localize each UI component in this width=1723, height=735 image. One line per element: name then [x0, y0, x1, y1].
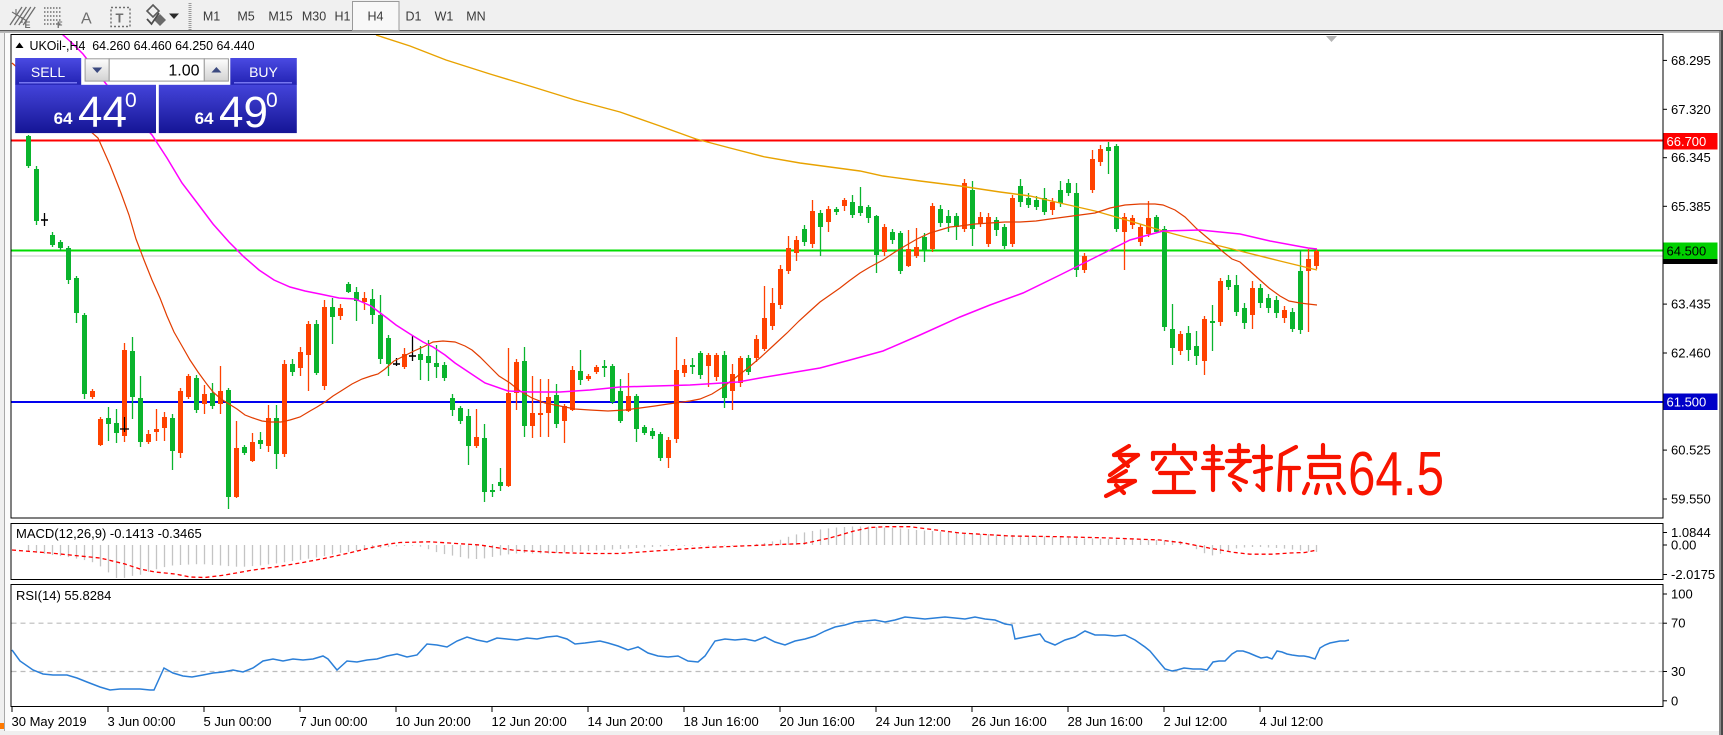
svg-text:68.295: 68.295	[1671, 53, 1711, 68]
svg-text:F: F	[57, 20, 63, 30]
svg-text:66.700: 66.700	[1667, 134, 1707, 149]
svg-text:0: 0	[266, 89, 278, 112]
svg-text:UKOil-,H4 64.260 64.460 64.25: UKOil-,H4 64.260 64.460 64.250 64.440	[30, 38, 255, 53]
svg-text:D1: D1	[406, 10, 422, 24]
svg-text:M15: M15	[268, 10, 292, 24]
svg-text:64.500: 64.500	[1667, 244, 1707, 259]
svg-text:SELL: SELL	[31, 64, 65, 80]
svg-text:10 Jun 20:00: 10 Jun 20:00	[396, 714, 471, 729]
svg-text:7 Jun 00:00: 7 Jun 00:00	[300, 714, 368, 729]
svg-text:H1: H1	[335, 10, 351, 24]
svg-text:64.5: 64.5	[1348, 440, 1444, 509]
svg-text:64: 64	[54, 109, 73, 128]
svg-text:M5: M5	[237, 10, 254, 24]
svg-text:3 Jun 00:00: 3 Jun 00:00	[108, 714, 176, 729]
svg-text:T: T	[116, 11, 124, 26]
svg-text:67.320: 67.320	[1671, 102, 1711, 117]
svg-text:60.525: 60.525	[1671, 443, 1711, 458]
svg-text:20 Jun 16:00: 20 Jun 16:00	[780, 714, 855, 729]
svg-text:MACD(12,26,9) -0.1413 -0.3465: MACD(12,26,9) -0.1413 -0.3465	[16, 526, 202, 541]
svg-text:66.345: 66.345	[1671, 150, 1711, 165]
svg-text:0: 0	[1671, 693, 1678, 708]
svg-text:BUY: BUY	[249, 64, 278, 80]
svg-text:MN: MN	[466, 10, 485, 24]
svg-text:63.435: 63.435	[1671, 297, 1711, 312]
svg-text:30 May 2019: 30 May 2019	[12, 714, 87, 729]
svg-text:2 Jul 12:00: 2 Jul 12:00	[1164, 714, 1228, 729]
svg-text:44: 44	[78, 88, 127, 137]
svg-text:1.0844: 1.0844	[1671, 525, 1711, 540]
svg-text:64: 64	[195, 109, 214, 128]
svg-text:70: 70	[1671, 616, 1685, 631]
svg-text:30: 30	[1671, 664, 1685, 679]
svg-text:100: 100	[1671, 587, 1693, 602]
svg-text:24 Jun 12:00: 24 Jun 12:00	[876, 714, 951, 729]
svg-text:1.00: 1.00	[168, 63, 199, 80]
svg-text:0: 0	[125, 89, 137, 112]
svg-text:M1: M1	[203, 10, 220, 24]
svg-text:59.550: 59.550	[1671, 492, 1711, 507]
svg-text:RSI(14) 55.8284: RSI(14) 55.8284	[16, 588, 111, 603]
svg-text:H4: H4	[368, 10, 384, 24]
svg-text:M30: M30	[302, 10, 326, 24]
svg-text:49: 49	[219, 88, 268, 137]
svg-text:0.00: 0.00	[1671, 538, 1696, 553]
svg-text:5 Jun 00:00: 5 Jun 00:00	[204, 714, 272, 729]
svg-text:-2.0175: -2.0175	[1671, 567, 1715, 582]
svg-text:65.385: 65.385	[1671, 199, 1711, 214]
svg-text:W1: W1	[435, 10, 454, 24]
svg-text:61.500: 61.500	[1667, 395, 1707, 410]
svg-text:4 Jul 12:00: 4 Jul 12:00	[1260, 714, 1324, 729]
svg-text:12 Jun 20:00: 12 Jun 20:00	[492, 714, 567, 729]
svg-text:E: E	[25, 20, 31, 30]
svg-text:26 Jun 16:00: 26 Jun 16:00	[972, 714, 1047, 729]
svg-text:A: A	[81, 11, 92, 28]
svg-text:14 Jun 20:00: 14 Jun 20:00	[588, 714, 663, 729]
svg-text:62.460: 62.460	[1671, 346, 1711, 361]
svg-text:18 Jun 16:00: 18 Jun 16:00	[684, 714, 759, 729]
svg-text:28 Jun 16:00: 28 Jun 16:00	[1068, 714, 1143, 729]
